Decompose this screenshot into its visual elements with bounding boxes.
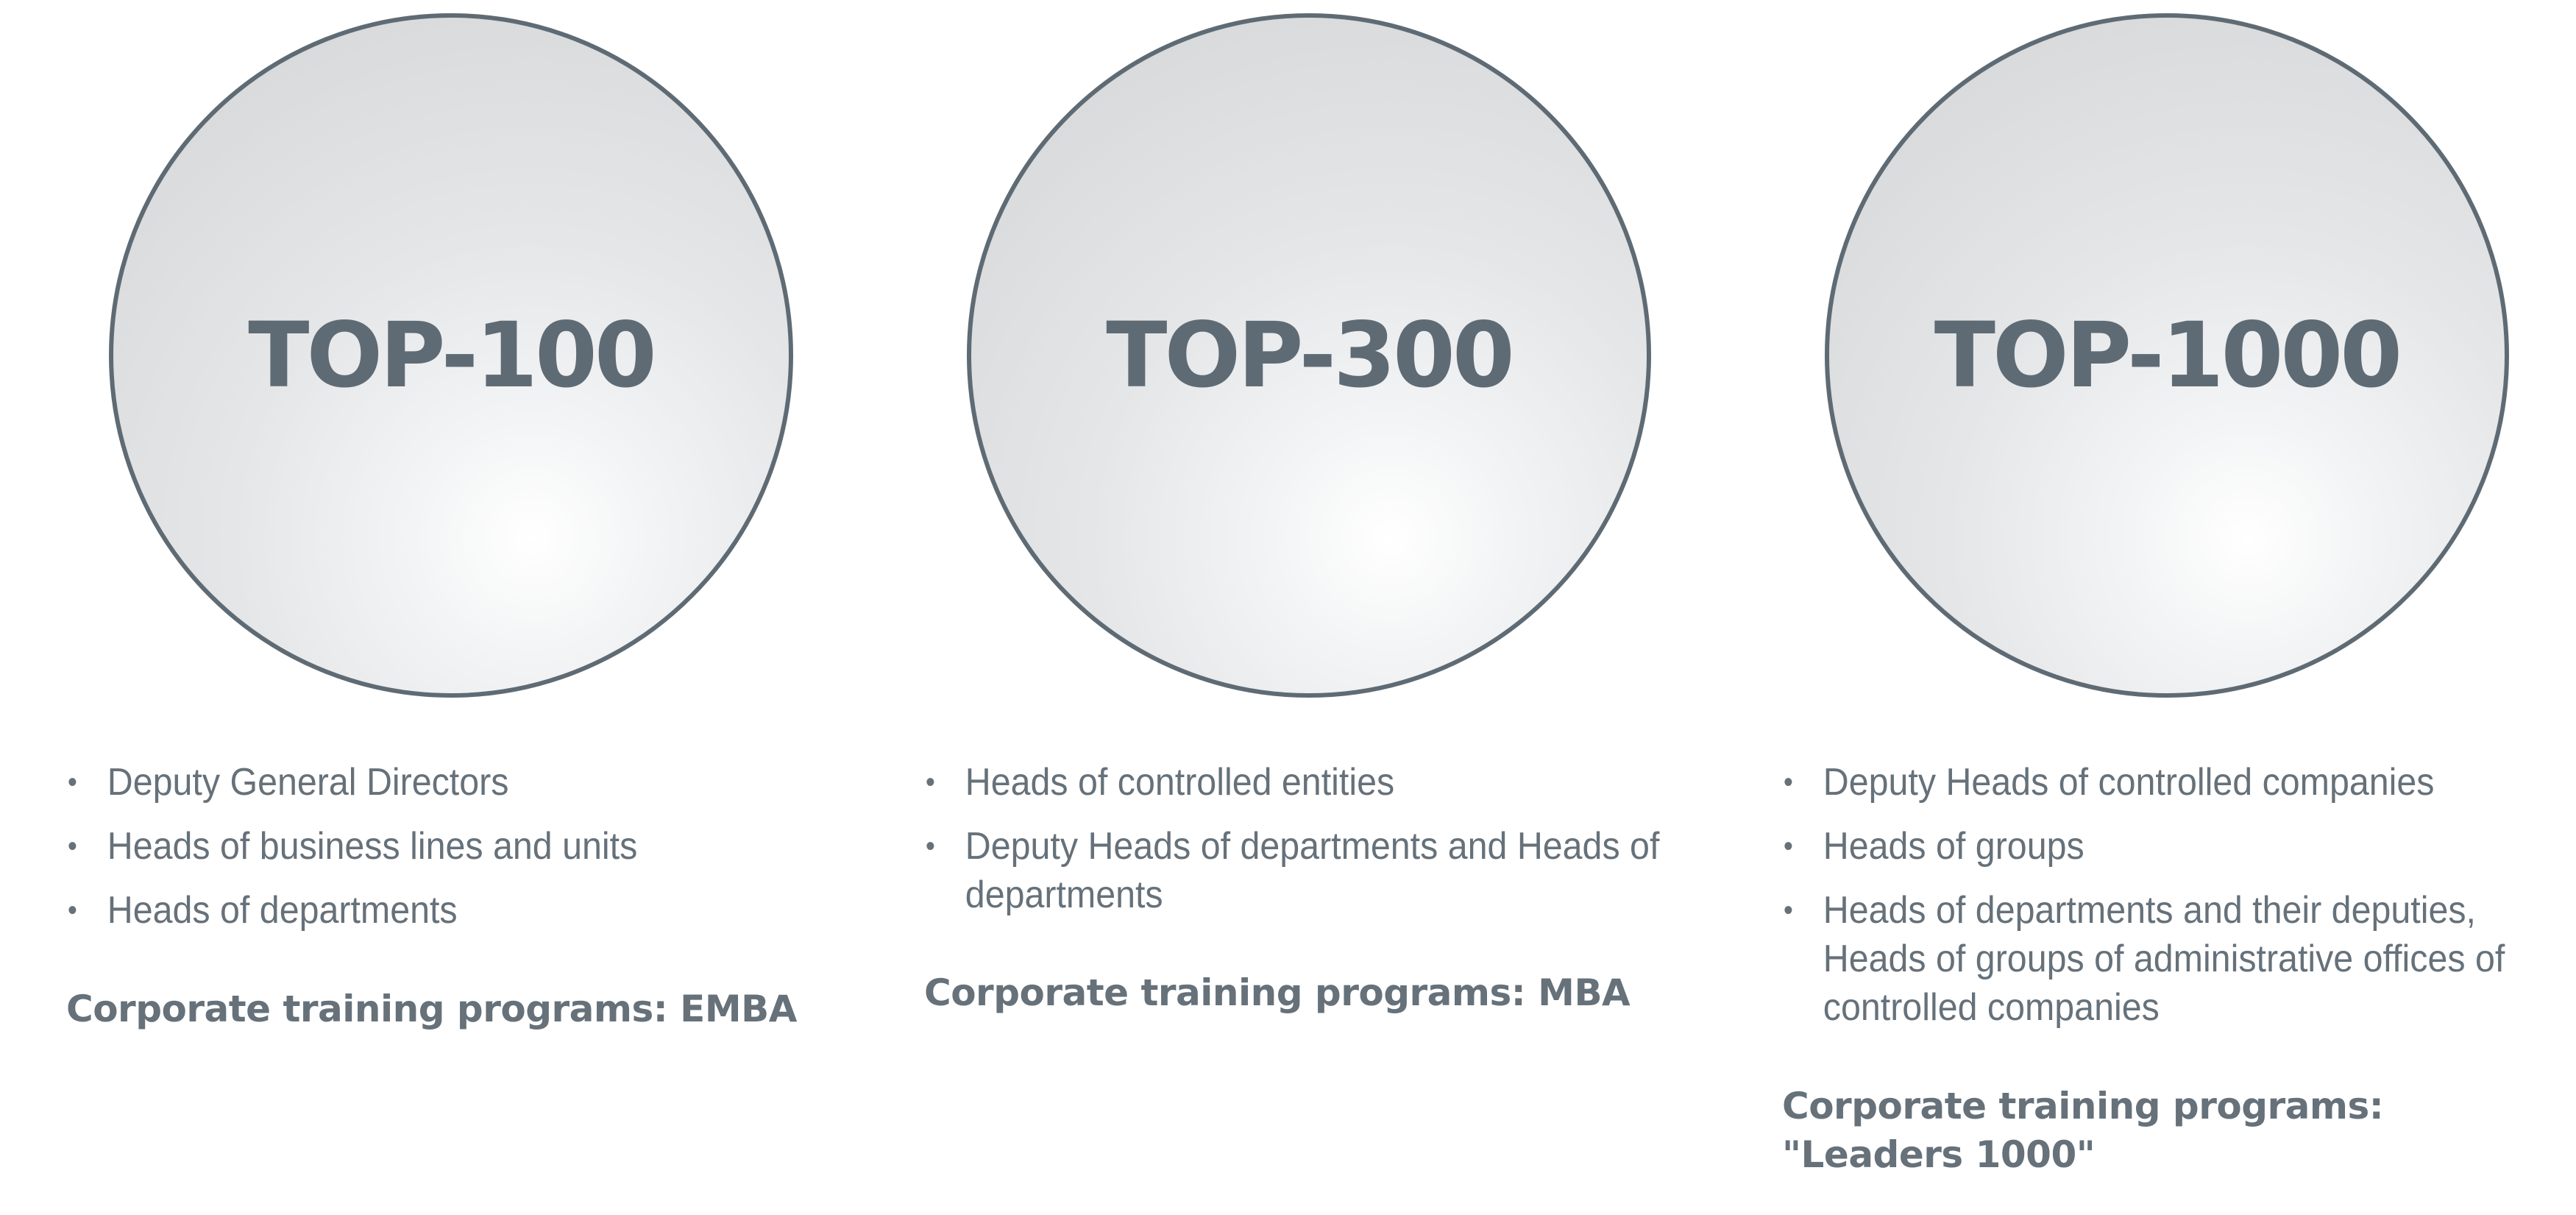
circle-top-1000: TOP-1000: [1825, 13, 2509, 698]
circle-top-100: TOP-100: [109, 13, 793, 698]
column-top-1000: TOP-1000 Deputy Heads of controlled comp…: [1782, 0, 2576, 1215]
circle-top-300: TOP-300: [967, 13, 1651, 698]
program-label: Corporate training programs: MBA: [924, 971, 1631, 1014]
list-item: Heads of departments: [66, 886, 812, 935]
circle-label: TOP-300: [1106, 303, 1514, 408]
list-item: Heads of controlled entities: [924, 758, 1670, 807]
column-top-100: TOP-100 Deputy General Directors Heads o…: [66, 0, 876, 1215]
circle-label: TOP-100: [248, 303, 656, 408]
list-item: Heads of groups: [1782, 822, 2528, 871]
program-label: Corporate training programs: EMBA: [66, 988, 797, 1030]
list-item: Deputy General Directors: [66, 758, 812, 807]
list-item: Deputy Heads of controlled companies: [1782, 758, 2528, 807]
bullet-list: Heads of controlled entities Deputy Head…: [924, 758, 1726, 935]
bullet-list: Deputy General Directors Heads of busine…: [66, 758, 868, 950]
list-item: Heads of business lines and units: [66, 822, 812, 871]
list-item: Deputy Heads of departments and Heads of…: [924, 822, 1670, 919]
bullet-list: Deputy Heads of controlled companies Hea…: [1782, 758, 2576, 1047]
list-item: Heads of departments and their deputies,…: [1782, 886, 2528, 1032]
circle-label: TOP-1000: [1934, 303, 2402, 408]
program-label: Corporate training programs: "Leaders 10…: [1782, 1085, 2384, 1176]
column-top-300: TOP-300 Heads of controlled entities Dep…: [924, 0, 1734, 1215]
